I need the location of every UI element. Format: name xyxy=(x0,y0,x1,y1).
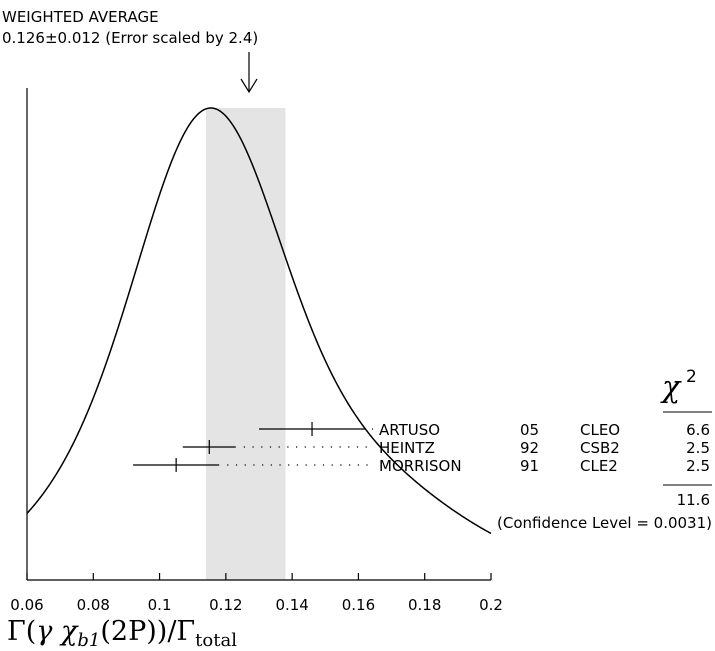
measurement-year: 92 xyxy=(520,439,539,457)
x-tick-label: 0.16 xyxy=(342,596,375,614)
x-axis-title: Γ(γ χb1(2P))/Γtotal xyxy=(7,616,237,651)
chi2-exponent: 2 xyxy=(686,367,697,387)
measurement-author: MORRISON xyxy=(379,457,462,475)
x-tick-label: 0.06 xyxy=(10,596,43,614)
svg-text:Γ(γ χb1(2P))/Γtotal: Γ(γ χb1(2P))/Γtotal xyxy=(7,616,237,651)
x-tick-label: 0.2 xyxy=(479,596,503,614)
measurement-author: ARTUSO xyxy=(379,421,440,439)
average-arrow xyxy=(240,52,258,94)
measurement-row: MORRISON 91 CLE2 2.5 xyxy=(133,457,710,475)
average-band xyxy=(205,108,286,580)
measurement-year: 05 xyxy=(520,421,539,439)
confidence-level: (Confidence Level = 0.0031) xyxy=(497,514,712,532)
measurement-author: HEINTZ xyxy=(379,439,435,457)
x-tick-label: 0.08 xyxy=(77,596,110,614)
measurement-row: ARTUSO 05 CLEO 6.6 xyxy=(259,421,710,439)
x-tick-label: 0.1 xyxy=(148,596,172,614)
measurement-chi2: 2.5 xyxy=(686,439,710,457)
x-tick-label: 0.14 xyxy=(275,596,308,614)
chart-title: WEIGHTED AVERAGE xyxy=(2,8,159,26)
measurement-chi2: 6.6 xyxy=(686,421,710,439)
ideogram-curve xyxy=(26,107,492,535)
x-tick-label: 0.12 xyxy=(209,596,242,614)
measurement-year: 91 xyxy=(520,457,539,475)
chi2-symbol: χ xyxy=(660,370,682,405)
measurement-experiment: CLEO xyxy=(580,421,620,439)
measurement-experiment: CLE2 xyxy=(580,457,618,475)
measurement-experiment: CSB2 xyxy=(580,439,620,457)
chi2-header: χ 2 xyxy=(660,367,712,413)
measurement-row: HEINTZ 92 CSB2 2.5 xyxy=(182,439,710,457)
x-tick-label: 0.18 xyxy=(408,596,441,614)
weighted-average-value: 0.126±0.012 (Error scaled by 2.4) xyxy=(2,29,258,47)
measurement-chi2: 2.5 xyxy=(686,457,710,475)
chi2-total: 11.6 xyxy=(677,491,710,509)
